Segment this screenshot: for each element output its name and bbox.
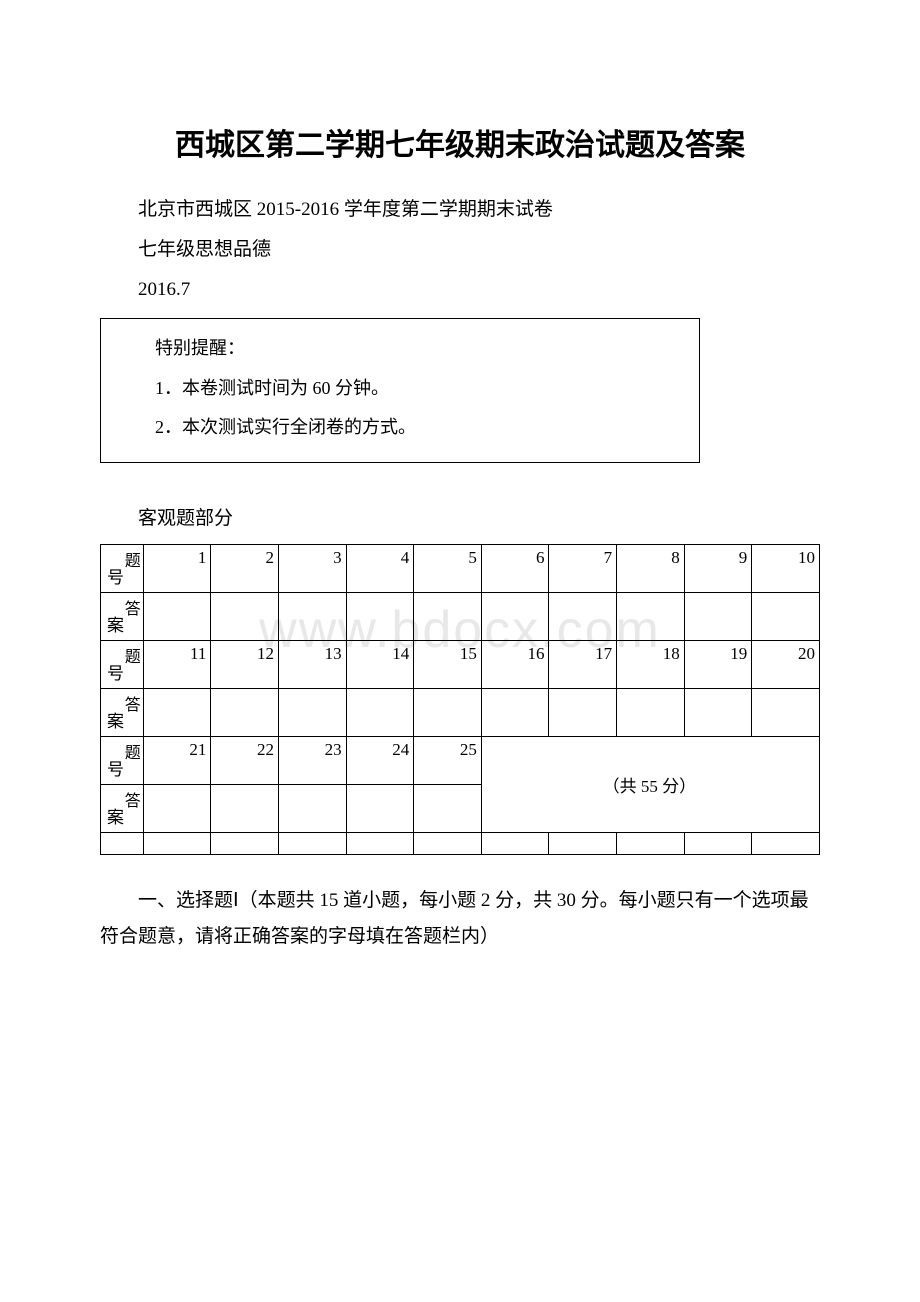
ans-cell bbox=[414, 593, 482, 641]
q-num: 10 bbox=[752, 545, 820, 593]
q-num: 5 bbox=[414, 545, 482, 593]
ans-cell bbox=[684, 689, 752, 737]
notice-line1: 1．本卷测试时间为 60 分钟。 bbox=[119, 369, 681, 409]
subject: 七年级思想品德 bbox=[100, 232, 820, 268]
q-num: 3 bbox=[279, 545, 347, 593]
thin-cell bbox=[414, 833, 482, 855]
row-label: 答 案 bbox=[101, 689, 144, 737]
ans-cell bbox=[481, 689, 549, 737]
ans-cell bbox=[346, 593, 414, 641]
thin-cell bbox=[481, 833, 549, 855]
notice-line2: 2．本次测试实行全闭卷的方式。 bbox=[119, 408, 681, 448]
q-num: 24 bbox=[346, 737, 414, 785]
ans-cell bbox=[211, 689, 279, 737]
q-num: 18 bbox=[617, 641, 685, 689]
row-label: 题 号 bbox=[101, 641, 144, 689]
q-num: 4 bbox=[346, 545, 414, 593]
q-num: 8 bbox=[617, 545, 685, 593]
ans-cell bbox=[414, 785, 482, 833]
ans-cell bbox=[752, 689, 820, 737]
ans-cell bbox=[684, 593, 752, 641]
thin-cell bbox=[101, 833, 144, 855]
ans-cell bbox=[346, 785, 414, 833]
ans-cell bbox=[617, 593, 685, 641]
table-row bbox=[101, 833, 820, 855]
table-row: 答 案 bbox=[101, 593, 820, 641]
thin-cell bbox=[617, 833, 685, 855]
q-num: 7 bbox=[549, 545, 617, 593]
page-content: 西城区第二学期七年级期末政治试题及答案 北京市西城区 2015-2016 学年度… bbox=[100, 120, 820, 955]
thin-cell bbox=[279, 833, 347, 855]
ans-cell bbox=[279, 785, 347, 833]
q-num: 25 bbox=[414, 737, 482, 785]
page-title: 西城区第二学期七年级期末政治试题及答案 bbox=[100, 120, 820, 164]
q-num: 15 bbox=[414, 641, 482, 689]
answer-table: 题 号 1 2 3 4 5 6 7 8 9 10 答 案 bbox=[100, 544, 820, 855]
thin-cell bbox=[684, 833, 752, 855]
total-score: （共 55 分） bbox=[481, 737, 819, 833]
q-num: 12 bbox=[211, 641, 279, 689]
q-num: 23 bbox=[279, 737, 347, 785]
ans-cell bbox=[617, 689, 685, 737]
section-instructions: 一、选择题Ⅰ（本题共 15 道小题，每小题 2 分，共 30 分。每小题只有一个… bbox=[100, 883, 820, 955]
table-row: 答 案 bbox=[101, 689, 820, 737]
ans-cell bbox=[143, 689, 211, 737]
ans-cell bbox=[279, 593, 347, 641]
q-num: 6 bbox=[481, 545, 549, 593]
q-num: 1 bbox=[143, 545, 211, 593]
table-row: 题 号 1 2 3 4 5 6 7 8 9 10 bbox=[101, 545, 820, 593]
objective-label: 客观题部分 bbox=[100, 503, 820, 530]
ans-cell bbox=[143, 785, 211, 833]
q-num: 11 bbox=[143, 641, 211, 689]
date: 2016.7 bbox=[100, 272, 820, 308]
ans-cell bbox=[549, 593, 617, 641]
row-label: 题 号 bbox=[101, 545, 144, 593]
q-num: 17 bbox=[549, 641, 617, 689]
ans-cell bbox=[143, 593, 211, 641]
ans-cell bbox=[211, 785, 279, 833]
q-num: 16 bbox=[481, 641, 549, 689]
table-row: 题 号 11 12 13 14 15 16 17 18 19 20 bbox=[101, 641, 820, 689]
ans-cell bbox=[549, 689, 617, 737]
thin-cell bbox=[549, 833, 617, 855]
notice-header: 特别提醒： bbox=[119, 329, 681, 369]
table-row: 题 号 21 22 23 24 25 （共 55 分） bbox=[101, 737, 820, 785]
thin-cell bbox=[346, 833, 414, 855]
ans-cell bbox=[211, 593, 279, 641]
row-label: 答 案 bbox=[101, 785, 144, 833]
ans-cell bbox=[414, 689, 482, 737]
q-num: 19 bbox=[684, 641, 752, 689]
ans-cell bbox=[481, 593, 549, 641]
q-num: 20 bbox=[752, 641, 820, 689]
ans-cell bbox=[752, 593, 820, 641]
ans-cell bbox=[279, 689, 347, 737]
q-num: 9 bbox=[684, 545, 752, 593]
subtitle: 北京市西城区 2015-2016 学年度第二学期期末试卷 bbox=[100, 192, 820, 228]
q-num: 22 bbox=[211, 737, 279, 785]
thin-cell bbox=[143, 833, 211, 855]
thin-cell bbox=[211, 833, 279, 855]
row-label: 题 号 bbox=[101, 737, 144, 785]
ans-cell bbox=[346, 689, 414, 737]
notice-box: 特别提醒： 1．本卷测试时间为 60 分钟。 2．本次测试实行全闭卷的方式。 bbox=[100, 318, 700, 463]
thin-cell bbox=[752, 833, 820, 855]
row-label: 答 案 bbox=[101, 593, 144, 641]
q-num: 13 bbox=[279, 641, 347, 689]
q-num: 14 bbox=[346, 641, 414, 689]
q-num: 2 bbox=[211, 545, 279, 593]
q-num: 21 bbox=[143, 737, 211, 785]
